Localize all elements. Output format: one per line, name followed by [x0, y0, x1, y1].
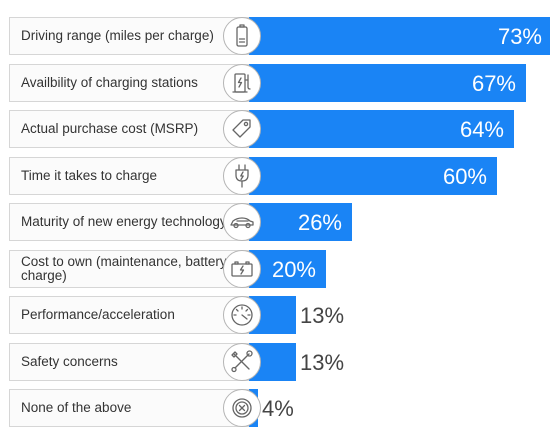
- bar: [241, 156, 497, 195]
- charging-station-icon: [223, 63, 261, 102]
- price-tag-icon: [223, 110, 261, 148]
- bar-row: Cost to own (maintenance, battery charge…: [9, 249, 545, 288]
- none-icon: [223, 389, 261, 427]
- value-label: 13%: [300, 303, 345, 328]
- bar-row: Actual purchase cost (MSRP) 64%: [9, 110, 545, 148]
- category-label-text: Safety concerns: [21, 353, 118, 369]
- category-label: None of the above: [9, 389, 249, 427]
- category-label-text: Maturity of new energy technology: [21, 214, 227, 229]
- category-label-text: Driving range (miles per charge): [21, 28, 214, 43]
- category-label: Actual purchase cost (MSRP): [9, 110, 249, 148]
- category-label: Time it takes to charge: [9, 156, 249, 195]
- value-label: 60%: [442, 163, 487, 189]
- category-label: Maturity of new energy technology: [9, 203, 249, 241]
- value-label: 13%: [300, 349, 345, 375]
- category-label: Performance/acceleration: [9, 296, 249, 334]
- value-label: 64%: [459, 117, 504, 142]
- bar-row: Performance/acceleration 13%: [9, 296, 545, 334]
- value-label: 4%: [262, 396, 294, 421]
- battery-icon: [223, 17, 261, 55]
- category-label-text: Time it takes to charge: [21, 167, 158, 183]
- bar-row: Safety concerns 13%: [9, 342, 545, 381]
- category-label-text: Performance/acceleration: [21, 307, 175, 322]
- value-label: 20%: [271, 256, 316, 282]
- category-label-text: Cost to own (maintenance, battery charge…: [21, 253, 227, 283]
- category-label: Availbility of charging stations: [9, 63, 249, 102]
- bar-row: Driving range (miles per charge) 73%: [9, 17, 550, 55]
- value-label: 73%: [497, 24, 542, 49]
- bar-row: Availbility of charging stations 67%: [9, 63, 545, 102]
- bar: [241, 63, 526, 102]
- car-icon: [223, 203, 261, 241]
- category-label-text: Availbility of charging stations: [21, 74, 198, 90]
- battery-charge-icon: [223, 249, 261, 288]
- category-label: Driving range (miles per charge): [9, 17, 249, 55]
- speedometer-icon: [223, 296, 261, 334]
- bar-row: None of the above 4%: [9, 389, 545, 427]
- value-label: 67%: [471, 70, 516, 96]
- category-label: Safety concerns: [9, 342, 249, 381]
- bar-row: Maturity of new energy technology 26%: [9, 203, 545, 241]
- category-label-text: None of the above: [21, 400, 132, 415]
- plug-icon: [223, 156, 261, 195]
- category-label-text: Actual purchase cost (MSRP): [21, 121, 199, 136]
- category-label: Cost to own (maintenance, battery charge…: [9, 249, 249, 288]
- bar: [241, 110, 514, 148]
- value-label: 26%: [297, 210, 342, 235]
- bar-row: Time it takes to charge 60%: [9, 156, 545, 195]
- bar: [241, 17, 550, 55]
- tools-icon: [223, 342, 261, 381]
